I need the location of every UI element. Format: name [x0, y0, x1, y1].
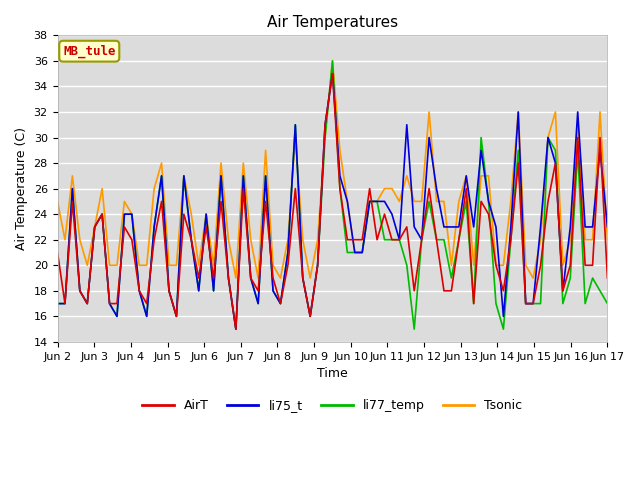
X-axis label: Time: Time — [317, 367, 348, 380]
Y-axis label: Air Temperature (C): Air Temperature (C) — [15, 127, 28, 250]
Legend: AirT, li75_t, li77_temp, Tsonic: AirT, li75_t, li77_temp, Tsonic — [138, 394, 527, 417]
Title: Air Temperatures: Air Temperatures — [267, 15, 398, 30]
Text: MB_tule: MB_tule — [63, 45, 116, 58]
